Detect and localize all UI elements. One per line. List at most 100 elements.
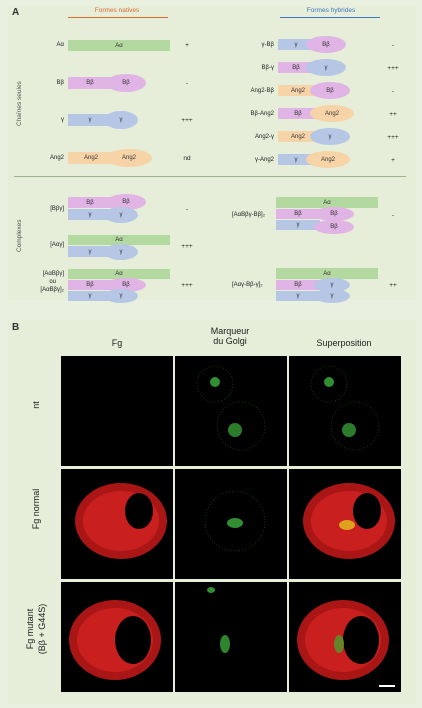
- complex-bbeta-rod: Bβ: [68, 197, 112, 208]
- hybrid-complex-score: -: [391, 212, 395, 219]
- micrograph-nt-fg: [61, 356, 173, 466]
- complex-label: [Aαγ]: [50, 242, 64, 248]
- micrograph-normal-fg: [61, 469, 173, 579]
- hybrid-score: ++: [389, 111, 397, 118]
- section-divider: [14, 176, 406, 177]
- hybrid-globule: Bβ: [310, 82, 350, 99]
- hybrid-forms-header: Formes hybrides: [306, 7, 356, 14]
- hybrid-globule: γ: [306, 59, 346, 76]
- complex-label: [AαBβγ]₂: [40, 287, 64, 293]
- hybrid-row-label: γ-Bβ: [261, 42, 274, 48]
- complex-score: +++: [181, 243, 193, 250]
- hybrid-globule: Ang2: [306, 151, 350, 168]
- hybrid-complex-bbeta-globule: Bβ: [314, 220, 354, 234]
- native-score: +++: [181, 117, 193, 124]
- hybrid-complex-aalpha-bar: Aα: [276, 197, 378, 208]
- hybrid-complex-gamma-rod: γ: [276, 291, 320, 301]
- hybrid-header-line: [280, 17, 380, 18]
- column-title-overlay: Superposition: [316, 338, 372, 348]
- native-row-label: γ: [61, 117, 64, 123]
- micrograph-nt-golgi: [175, 356, 287, 466]
- micrograph-nt-overlay: [289, 356, 401, 466]
- hybrid-complex-score: ++: [389, 282, 397, 289]
- micrograph-mutant-overlay: [289, 582, 401, 692]
- overlay-signal: [310, 365, 380, 451]
- hybrid-rod: Ang2: [278, 131, 318, 142]
- hybrid-complex-label: [AαBβγ-Bβ]₂: [232, 212, 266, 218]
- hybrid-complex-bbeta-globule: Bβ: [314, 207, 354, 221]
- row-label-nt: nt: [31, 401, 41, 409]
- bbeta-globule: Bβ: [106, 74, 146, 92]
- hybrid-score: +++: [387, 65, 399, 72]
- complex-label: [Bβγ]: [50, 206, 64, 212]
- native-forms-header: Formes natives: [94, 7, 140, 14]
- hybrid-rod: γ: [278, 154, 314, 165]
- complex-bbeta-globule: Bβ: [106, 278, 146, 292]
- panel-b-letter: B: [12, 322, 20, 333]
- complex-gamma-rod: γ: [68, 209, 112, 220]
- ang2-rod: Ang2: [68, 152, 114, 164]
- panel-a-letter: A: [12, 7, 20, 18]
- native-score: nd: [183, 155, 191, 162]
- native-row-label: Bβ: [56, 80, 64, 86]
- complex-gamma-globule: γ: [104, 244, 138, 260]
- hybrid-rod: Bβ: [278, 62, 314, 73]
- column-title-golgi: Marqueur du Golgi: [210, 326, 250, 346]
- micrograph-normal-golgi: [175, 469, 287, 579]
- hybrid-complex-gamma-globule: γ: [314, 278, 350, 292]
- gamma-globule: γ: [104, 111, 138, 129]
- hybrid-globule: Ang2: [310, 105, 354, 122]
- complex-gamma-rod: γ: [68, 291, 112, 301]
- complex-aalpha-bar: Aα: [68, 235, 170, 245]
- micrograph-normal-overlay: [289, 469, 401, 579]
- golgi-signal: [196, 365, 266, 451]
- single-chains-label: Chaînes seules: [16, 81, 23, 126]
- hybrid-row-label: γ-Ang2: [254, 157, 274, 163]
- hybrid-complex-bbeta-rod: Bβ: [276, 280, 320, 290]
- complex-gamma-globule: γ: [104, 289, 138, 303]
- complex-gamma-rod: γ: [68, 246, 112, 257]
- micrograph-mutant-fg: [61, 582, 173, 692]
- hybrid-score: -: [391, 88, 395, 95]
- complexes-label: Complexes: [16, 219, 23, 252]
- scale-bar: [379, 685, 395, 687]
- fg-signal: [69, 600, 161, 680]
- row-label-fg-mutant: Fg mutant (Bβ + G44S): [25, 603, 47, 655]
- hybrid-complex-gamma-globule: γ: [314, 289, 350, 303]
- complex-score: -: [185, 206, 189, 213]
- hybrid-score: +: [391, 157, 395, 164]
- row-label-fg-normal: Fg normal: [31, 488, 41, 530]
- complex-label: [AαBβγ]: [42, 271, 64, 277]
- native-score: -: [185, 80, 189, 87]
- hybrid-rod: Ang2: [278, 85, 318, 96]
- hybrid-rod: Bβ: [278, 108, 318, 119]
- complex-score: +++: [181, 282, 193, 289]
- hybrid-score: -: [391, 42, 395, 49]
- complex-bbeta-globule: Bβ: [106, 194, 146, 210]
- hybrid-complex-label: [Aαγ-Bβ-γ]₂: [232, 282, 263, 288]
- complex-gamma-globule: γ: [104, 207, 138, 223]
- column-title-fg: Fg: [111, 338, 123, 348]
- native-header-line: [68, 17, 168, 18]
- native-row-label: Ang2: [49, 155, 64, 161]
- aalpha-bar: Aα: [68, 40, 170, 51]
- micrograph-mutant-golgi: [175, 582, 287, 692]
- hybrid-row-label: Bβ-γ: [261, 65, 274, 71]
- complex-label: ou: [49, 279, 56, 285]
- hybrid-row-label: Bβ-Ang2: [250, 111, 274, 117]
- hybrid-complex-gamma-rod: γ: [276, 220, 320, 230]
- hybrid-complex-aalpha-bar: Aα: [276, 268, 378, 279]
- complex-aalpha-bar: Aα: [68, 269, 170, 279]
- native-score: +: [185, 42, 189, 49]
- complex-bbeta-rod: Bβ: [68, 280, 112, 290]
- hybrid-complex-bbeta-rod: Bβ: [276, 209, 320, 219]
- bbeta-rod: Bβ: [68, 77, 112, 89]
- hybrid-row-label: Ang2-γ: [254, 134, 274, 140]
- hybrid-score: +++: [387, 134, 399, 141]
- overlay-signal: [303, 483, 395, 559]
- overlay-signal: [297, 600, 395, 687]
- native-row-label: Aα: [56, 42, 64, 48]
- ang2-globule: Ang2: [106, 149, 152, 167]
- golgi-signal: [204, 490, 266, 552]
- hybrid-globule: Bβ: [306, 36, 346, 53]
